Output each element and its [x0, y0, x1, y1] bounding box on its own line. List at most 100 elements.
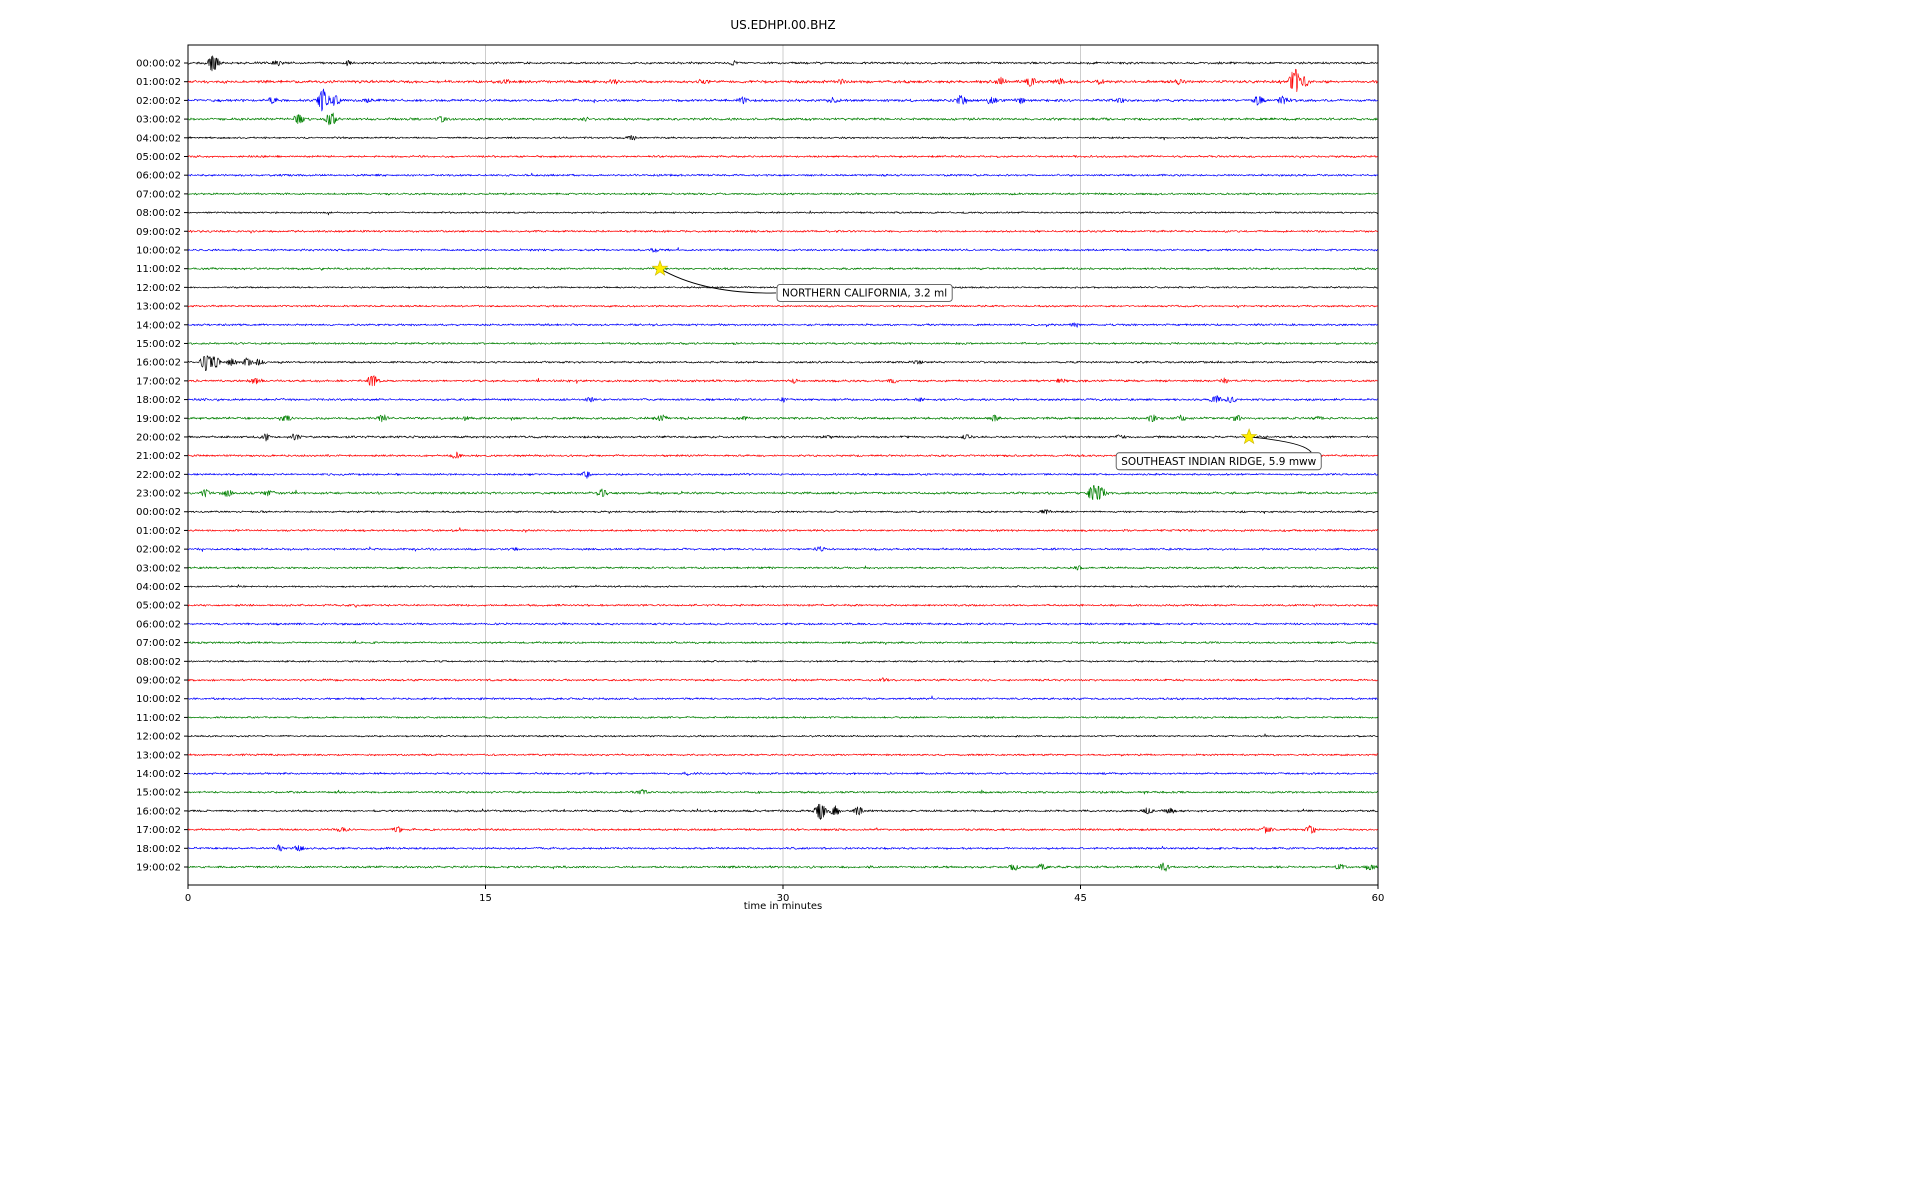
row-time-label: 13:00:02: [136, 302, 181, 313]
seismogram-trace: [187, 210, 1379, 216]
row-time-label: 01:00:02: [136, 526, 181, 537]
event-annotation-box: [1115, 452, 1322, 471]
seismogram-trace: [187, 485, 1378, 501]
seismogram-trace: [187, 546, 1378, 552]
row-time-label: 09:00:02: [136, 227, 181, 238]
row-time-label: 18:00:02: [136, 844, 181, 855]
seismogram-trace: [187, 247, 1379, 253]
seismogram-trace: [187, 68, 1379, 93]
row-time-label: 00:00:02: [136, 59, 181, 70]
event-annotation-box: [776, 284, 953, 302]
row-time-label: 10:00:02: [136, 245, 181, 256]
row-time-label: 08:00:02: [136, 208, 181, 219]
seismogram-trace: [187, 584, 1379, 588]
seismogram-trace: [187, 471, 1378, 479]
x-tick-label: 0: [185, 893, 191, 904]
row-time-label: 06:00:02: [136, 619, 181, 630]
seismogram-trace: [187, 844, 1378, 852]
seismogram-trace: [187, 395, 1378, 403]
seismogram-trace: [187, 375, 1378, 387]
event-star-icon: [1240, 428, 1258, 445]
seismogram-trace: [187, 565, 1379, 571]
row-time-label: 04:00:02: [136, 582, 181, 593]
row-time-label: 11:00:02: [136, 264, 181, 275]
row-time-label: 02:00:02: [136, 545, 181, 556]
row-time-label: 05:00:02: [136, 601, 181, 612]
seismogram-trace: [187, 659, 1379, 663]
row-time-label: 07:00:02: [136, 189, 181, 200]
event-annotation-label: SOUTHEAST INDIAN RIDGE, 5.9 mww: [1121, 456, 1316, 468]
seismogram-trace: [188, 192, 1378, 196]
row-time-label: 01:00:02: [136, 77, 181, 88]
seismogram-trace: [187, 172, 1379, 177]
seismogram-trace: [187, 695, 1379, 701]
seismogram-trace: [187, 154, 1378, 159]
row-time-label: 20:00:02: [136, 432, 181, 443]
seismogram-trace: [187, 733, 1378, 738]
chart-title: US.EDHPI.00.BHZ: [730, 18, 835, 32]
row-time-label: 16:00:02: [136, 358, 181, 369]
row-time-label: 12:00:02: [136, 732, 181, 743]
row-time-label: 19:00:02: [136, 863, 181, 874]
seismogram-trace: [187, 527, 1379, 533]
x-tick-label: 45: [1074, 893, 1087, 904]
row-time-label: 09:00:02: [136, 676, 181, 687]
seismogram-trace: [188, 55, 1379, 72]
row-time-label: 17:00:02: [136, 376, 181, 387]
event-connector: [1249, 436, 1312, 453]
seismogram-trace: [187, 622, 1378, 626]
event-annotation-label: NORTHERN CALIFORNIA, 3.2 ml: [782, 287, 947, 299]
row-time-label: 14:00:02: [136, 320, 181, 331]
row-time-label: 12:00:02: [136, 283, 181, 294]
seismogram-trace: [187, 322, 1378, 328]
event-connector: [659, 268, 777, 294]
seismogram-trace: [187, 355, 1378, 371]
row-time-label: 16:00:02: [136, 806, 181, 817]
seismogram-trace: [187, 753, 1378, 757]
row-time-label: 02:00:02: [136, 96, 181, 107]
x-tick-label: 30: [777, 893, 790, 904]
row-time-label: 03:00:02: [136, 115, 181, 126]
row-time-label: 14:00:02: [136, 769, 181, 780]
seismogram-trace: [187, 715, 1379, 719]
row-time-label: 07:00:02: [136, 638, 181, 649]
row-time-label: 15:00:02: [136, 339, 181, 350]
row-time-label: 15:00:02: [136, 788, 181, 799]
seismogram-trace: [187, 229, 1378, 234]
row-time-label: 10:00:02: [136, 694, 181, 705]
event-star-icon: [651, 259, 669, 276]
row-time-label: 08:00:02: [136, 657, 181, 668]
seismogram-trace: [188, 135, 1378, 141]
x-tick-label: 15: [479, 893, 492, 904]
seismogram-trace: [187, 509, 1379, 515]
x-tick-label: 60: [1372, 893, 1385, 904]
seismogram-trace: [187, 603, 1378, 608]
row-time-label: 06:00:02: [136, 171, 181, 182]
row-time-label: 03:00:02: [136, 563, 181, 574]
seismogram-trace: [187, 862, 1378, 872]
row-time-label: 23:00:02: [136, 489, 181, 500]
plot-area: 0 15 30 45 60 00:00:02 01:00:02 02:00:02 03:00:0…: [136, 44, 1385, 904]
seismogram-trace: [187, 112, 1378, 126]
row-time-label: 18:00:02: [136, 395, 181, 406]
row-time-label: 11:00:02: [136, 713, 181, 724]
row-time-label: 13:00:02: [136, 750, 181, 761]
x-axis-label: time in minutes: [744, 901, 823, 912]
seismogram-trace: [187, 265, 1378, 271]
seismogram-trace: [187, 341, 1379, 345]
row-time-label: 04:00:02: [136, 133, 181, 144]
seismogram-trace: [187, 433, 1378, 442]
row-time-label: 19:00:02: [136, 414, 181, 425]
seismogram-trace: [187, 677, 1378, 683]
row-time-label: 00:00:02: [136, 507, 181, 518]
row-time-label: 22:00:02: [136, 470, 181, 481]
seismogram-trace: [187, 788, 1378, 795]
seismogram-trace: [187, 803, 1378, 820]
seismogram-trace: [187, 414, 1378, 423]
seismogram-trace: [187, 825, 1378, 834]
seismogram-trace: [187, 88, 1378, 112]
row-time-label: 17:00:02: [136, 825, 181, 836]
row-time-label: 21:00:02: [136, 451, 181, 462]
